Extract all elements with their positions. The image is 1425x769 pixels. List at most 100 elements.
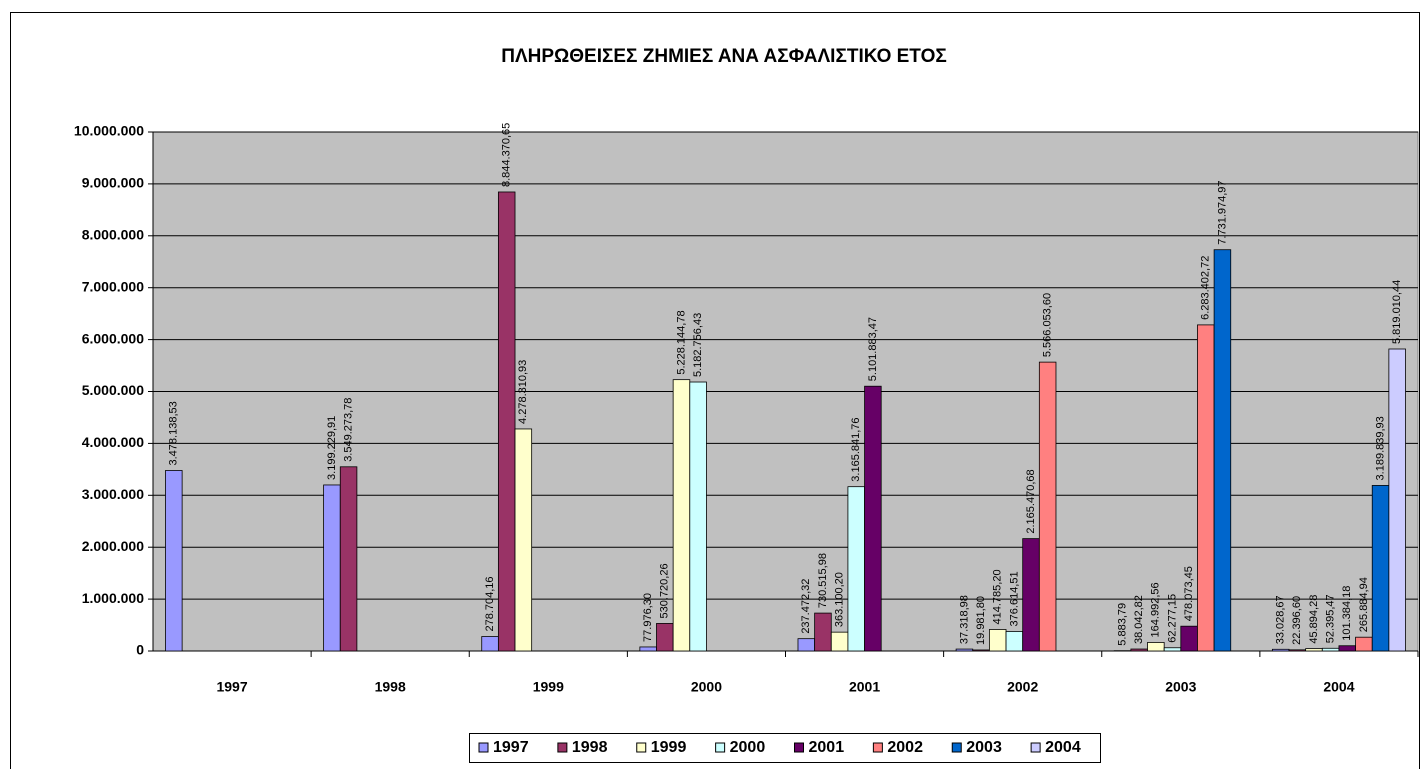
- bar: [988, 629, 1007, 652]
- bar: [955, 648, 974, 652]
- y-tick-label: 7.000.000: [82, 278, 144, 294]
- legend-label: 2001: [809, 739, 845, 756]
- legend: [469, 733, 1101, 763]
- value-label: 164.992,56: [1150, 582, 1162, 637]
- legend-swatch: [557, 742, 568, 753]
- y-tick-label: 0: [136, 642, 144, 658]
- value-label: 45.894,28: [1308, 595, 1320, 644]
- legend-label: 1997: [493, 739, 529, 756]
- x-tick-label: 2004: [1323, 679, 1354, 695]
- value-label: 5.228.144,78: [675, 310, 687, 374]
- bar: [1338, 645, 1356, 652]
- value-label: 3.199.229,91: [326, 416, 338, 480]
- bar: [672, 379, 691, 652]
- value-label: 6.283.402,72: [1200, 256, 1212, 320]
- bar: [514, 428, 533, 652]
- legend-swatch: [636, 742, 647, 753]
- value-label: 3.478.138,53: [168, 401, 180, 465]
- legend-swatch: [794, 742, 804, 753]
- bar: [1321, 647, 1340, 652]
- value-label: 730.515,98: [817, 553, 829, 608]
- value-label: 237.472,32: [800, 579, 812, 634]
- bar: [1271, 648, 1290, 652]
- value-label: 5.182.756,43: [692, 313, 704, 377]
- bar: [165, 470, 183, 652]
- legend-swatch: [478, 742, 489, 753]
- value-label: 3.165.841,76: [850, 417, 862, 481]
- value-label: 37.318,98: [958, 595, 970, 644]
- bar: [1163, 647, 1182, 652]
- legend-label: 2003: [966, 739, 1002, 756]
- bar: [814, 612, 832, 652]
- value-label: 7.731.974,97: [1216, 180, 1228, 244]
- bar: [1022, 538, 1040, 652]
- y-tick-label: 9.000.000: [82, 175, 144, 191]
- y-tick-label: 3.000.000: [82, 486, 144, 502]
- value-label: 19.981,80: [975, 596, 987, 645]
- value-label: 278.704,16: [484, 576, 496, 631]
- bar: [1005, 631, 1024, 652]
- bar: [847, 486, 865, 652]
- legend-label: 2000: [730, 739, 766, 756]
- bar: [656, 623, 674, 652]
- value-label: 376.614,51: [1008, 571, 1020, 626]
- bar: [1355, 636, 1373, 652]
- value-label: 414.785,20: [992, 569, 1004, 624]
- value-label: 363.100,20: [834, 572, 846, 627]
- bar: [1147, 642, 1165, 652]
- legend-swatch: [872, 742, 883, 753]
- bar: [972, 649, 990, 652]
- legend-swatch: [715, 742, 726, 753]
- y-tick-label: 6.000.000: [82, 330, 144, 346]
- bar: [864, 385, 882, 652]
- x-tick-label: 1998: [375, 679, 406, 695]
- y-tick-label: 8.000.000: [82, 227, 144, 243]
- legend-label: 2004: [1045, 739, 1081, 756]
- bar: [639, 646, 657, 652]
- value-label: 3.189.839,93: [1374, 416, 1386, 480]
- bar: [1213, 249, 1232, 652]
- x-tick-label: 2002: [1007, 679, 1038, 695]
- value-label: 22.396,60: [1291, 596, 1303, 645]
- value-label: 478.073,45: [1183, 566, 1195, 621]
- value-label: 265.884,94: [1358, 577, 1370, 632]
- bar: [1130, 648, 1148, 652]
- value-label: 33.028,67: [1275, 595, 1287, 644]
- bar: [1371, 485, 1390, 652]
- legend-label: 1999: [651, 739, 687, 756]
- y-tick-label: 1.000.000: [82, 590, 144, 606]
- value-label: 101.384,18: [1341, 586, 1353, 641]
- bar: [1388, 348, 1406, 652]
- value-label: 38.042,82: [1133, 595, 1145, 644]
- y-tick-label: 2.000.000: [82, 538, 144, 554]
- bar: [1305, 648, 1323, 652]
- bar: [689, 381, 707, 652]
- y-tick-label: 5.000.000: [82, 382, 144, 398]
- bar: [339, 466, 358, 652]
- value-label: 77.976,30: [642, 593, 654, 642]
- bar: [481, 636, 499, 652]
- value-label: 3.549.273,78: [342, 398, 354, 462]
- value-label: 5.883,79: [1116, 603, 1128, 646]
- x-tick-label: 2003: [1165, 679, 1196, 695]
- value-label: 530.720,26: [659, 563, 671, 618]
- chart-title: ΠΛΗΡΩΘΕΙΣΕΣ ΖΗΜΙΕΣ ΑΝΑ ΑΣΦΑΛΙΣΤΙΚΟ ΕΤΟΣ: [501, 46, 947, 67]
- value-label: 5.819.010,44: [1391, 280, 1403, 344]
- value-label: 2.165.470,68: [1025, 469, 1037, 533]
- bar: [1197, 324, 1215, 652]
- value-label: 5.566.053,60: [1042, 293, 1054, 357]
- bar: [1180, 625, 1198, 652]
- x-tick-label: 1997: [216, 679, 247, 695]
- bar: [497, 191, 516, 652]
- value-label: 8.844.370,65: [501, 123, 513, 187]
- value-label: 5.101.883,47: [867, 317, 879, 381]
- bar: [323, 484, 341, 652]
- bar: [797, 638, 816, 652]
- y-tick-label: 4.000.000: [82, 434, 144, 450]
- bar: [1038, 361, 1057, 652]
- bar: [830, 631, 849, 652]
- legend-swatch: [1030, 742, 1041, 753]
- y-tick-label: 10.000.000: [74, 123, 144, 139]
- legend-swatch: [951, 742, 962, 753]
